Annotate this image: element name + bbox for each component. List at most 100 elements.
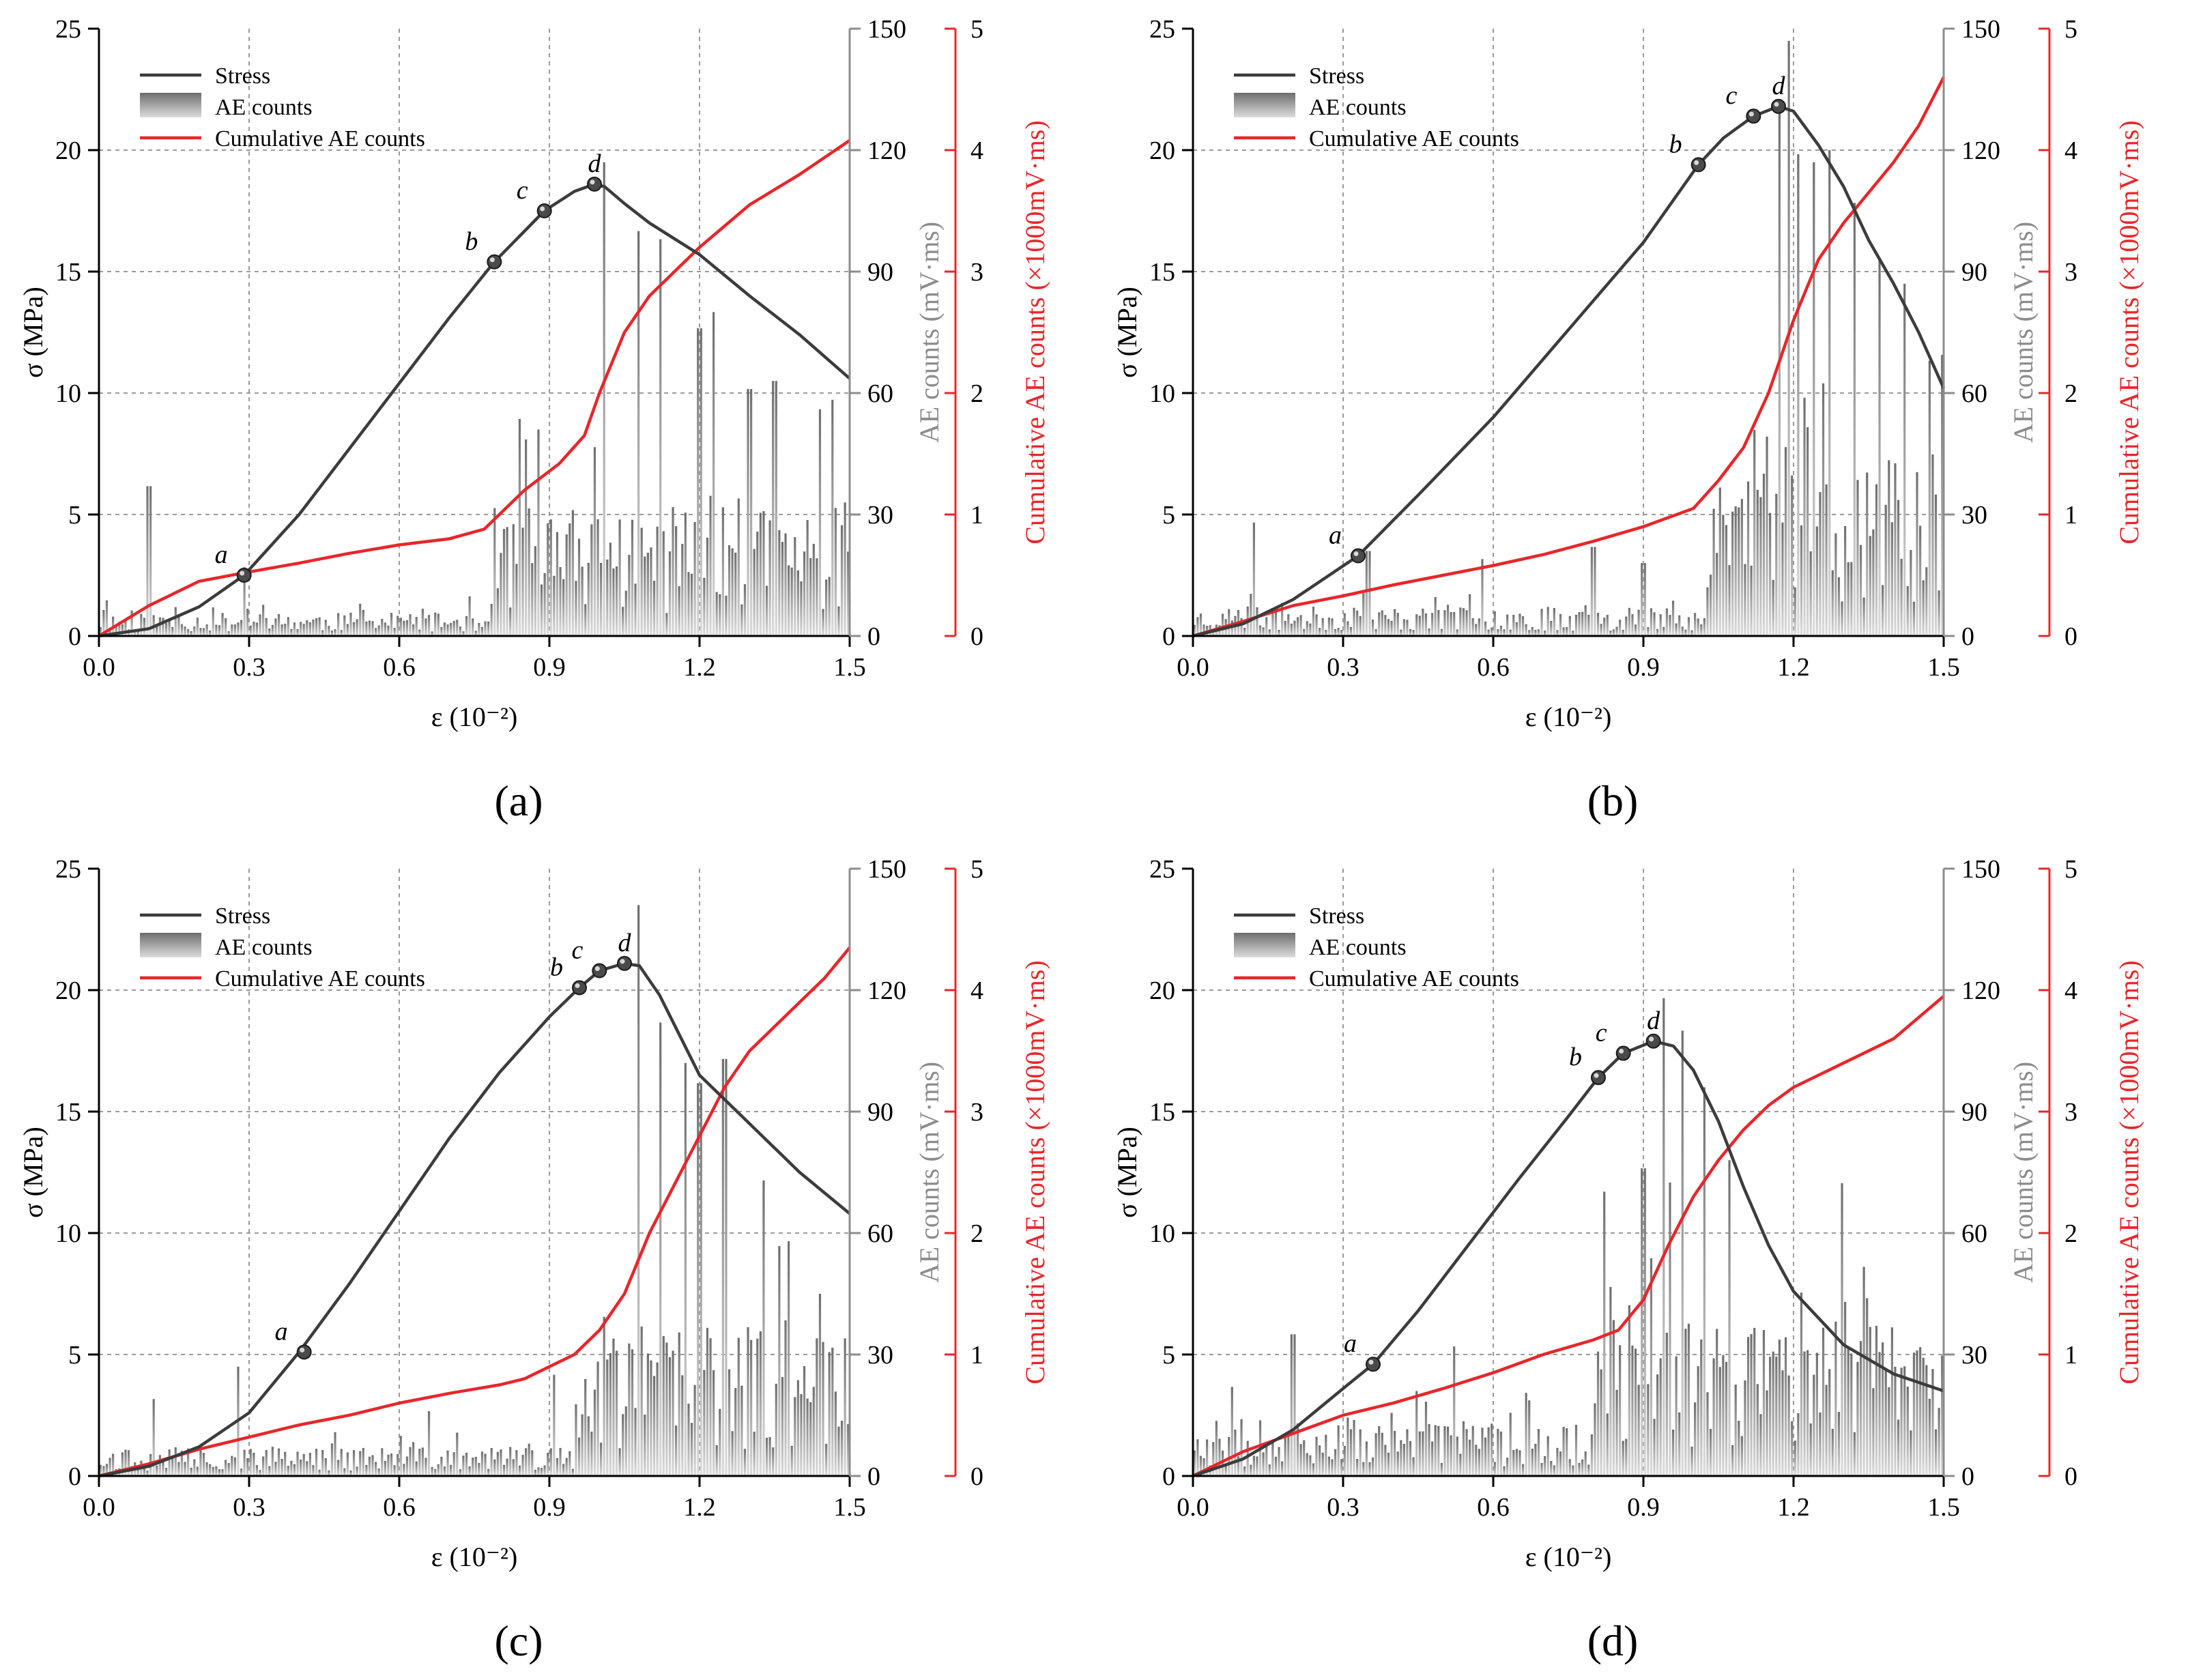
- ae-bar: [99, 1464, 102, 1476]
- ae-bar: [1418, 615, 1421, 636]
- ae-bar: [1487, 629, 1490, 636]
- ae-bar: [822, 609, 824, 636]
- key-point-marker-b: [487, 254, 502, 270]
- ae-bar: [368, 620, 371, 636]
- ae-bar: [306, 620, 308, 636]
- ae-bar: [271, 624, 274, 636]
- ae-bar: [1641, 1168, 1643, 1476]
- ae-bar: [715, 592, 718, 636]
- ae-bar: [274, 1462, 277, 1476]
- ae-bar: [1456, 629, 1458, 636]
- ae-bar: [1800, 1292, 1803, 1476]
- y3-tick-label: 5: [970, 855, 983, 884]
- ae-bar: [1803, 397, 1806, 636]
- key-point-marker-d: [587, 176, 602, 192]
- x-tick-label: 0.3: [1327, 1493, 1359, 1522]
- ae-bar: [1450, 1435, 1452, 1476]
- key-point-highlight: [1619, 1049, 1624, 1054]
- ae-bar: [1762, 1330, 1766, 1476]
- y2-tick-label: 90: [1961, 258, 1987, 287]
- ae-bar: [459, 626, 461, 636]
- ae-bar: [371, 1455, 374, 1476]
- x-tick-label: 1.2: [683, 653, 716, 682]
- x-tick-label: 0.3: [1327, 653, 1359, 682]
- ae-bar: [1572, 631, 1574, 636]
- ae-bar: [587, 562, 590, 636]
- ae-bar: [794, 1397, 796, 1476]
- panel-a: a b c d 0.0 0.3 0.6 0.9 1.2 1.5 0 5 10 15 20 25 0 30 60 90 1…: [0, 0, 1094, 840]
- y2-tick-label: 30: [867, 1341, 893, 1370]
- ae-bar: [130, 610, 133, 636]
- ae-bar: [794, 537, 796, 636]
- ae-bar: [1193, 624, 1196, 636]
- ae-bar: [587, 1416, 590, 1476]
- ae-bar: [1925, 1365, 1928, 1476]
- ae-bar: [1665, 1333, 1668, 1476]
- ae-bar: [1809, 551, 1812, 636]
- ae-bar: [1875, 1325, 1878, 1476]
- ae-bar: [1819, 492, 1822, 636]
- ae-bar: [1281, 1461, 1284, 1476]
- key-point-marker-c: [592, 963, 607, 979]
- ae-bar: [1637, 609, 1640, 636]
- key-point-highlight: [575, 983, 580, 988]
- ae-bar: [1359, 615, 1362, 636]
- ae-bar: [443, 622, 446, 636]
- ae-bar: [844, 502, 846, 636]
- ae-bar: [1587, 614, 1590, 636]
- ae-bar: [772, 381, 775, 636]
- ae-bar: [496, 1451, 499, 1476]
- ae-bar: [1634, 624, 1637, 636]
- ae-bar: [1327, 618, 1330, 636]
- chart-d: abc d0.0 0.3 0.6 0.9 1.2 1.5051015202503060901…: [1112, 855, 2144, 1665]
- ae-bar: [300, 1459, 302, 1476]
- ae-bar: [493, 1459, 496, 1476]
- ae-bar: [233, 1457, 236, 1476]
- ae-bar: [255, 622, 259, 636]
- ae-bar: [359, 603, 362, 636]
- ae-bar: [1337, 1425, 1340, 1476]
- ae-bar: [205, 1462, 208, 1476]
- legend-label-stress: Stress: [215, 903, 270, 929]
- ae-bar: [1550, 620, 1553, 636]
- key-point-marker-c: [1746, 108, 1761, 124]
- ae-bar: [437, 1464, 440, 1476]
- y3-axis-title: Cumulative AE counts (×1000mV·ms): [2114, 120, 2144, 544]
- ae-bar: [1402, 619, 1405, 636]
- ae-bar: [668, 551, 672, 636]
- ae-bar: [306, 1461, 308, 1476]
- ae-bar: [1778, 1339, 1781, 1476]
- ae-bar: [105, 600, 109, 636]
- ae-bar: [1456, 1436, 1458, 1476]
- ae-bar: [158, 1455, 161, 1476]
- ae-bar: [415, 617, 418, 636]
- ae-bar: [1681, 1030, 1684, 1476]
- ae-bar: [837, 1426, 840, 1476]
- ae-bar: [1791, 475, 1794, 636]
- ae-bar: [1884, 504, 1887, 636]
- ae-bar: [1250, 1464, 1252, 1476]
- ae-bar: [697, 328, 700, 636]
- y-tick-label: 25: [1149, 15, 1175, 44]
- ae-bar: [1919, 525, 1922, 636]
- ae-bar: [1509, 629, 1512, 636]
- ae-bar: [387, 1454, 390, 1476]
- ae-bar: [1753, 429, 1756, 636]
- key-point-marker-a: [296, 1344, 312, 1360]
- ae-bar: [615, 566, 618, 636]
- ae-bar: [1252, 1455, 1255, 1476]
- ae-bar: [212, 1466, 214, 1476]
- ae-bar: [484, 1453, 487, 1476]
- y3-tick-label: 0: [970, 622, 983, 651]
- ae-bar: [740, 1385, 743, 1476]
- y2-axis-title: AE counts (mV·ms): [914, 222, 945, 443]
- ae-bar: [1622, 630, 1624, 636]
- ae-bar: [1250, 594, 1252, 636]
- ae-bar: [1237, 1456, 1240, 1476]
- ae-bar: [1290, 623, 1293, 636]
- x-tick-label: 0.6: [383, 1493, 416, 1522]
- ae-bar: [1394, 609, 1396, 636]
- ae-bar: [1678, 615, 1681, 636]
- y2-tick-label: 120: [1961, 976, 2000, 1005]
- ae-bar: [1406, 1429, 1409, 1476]
